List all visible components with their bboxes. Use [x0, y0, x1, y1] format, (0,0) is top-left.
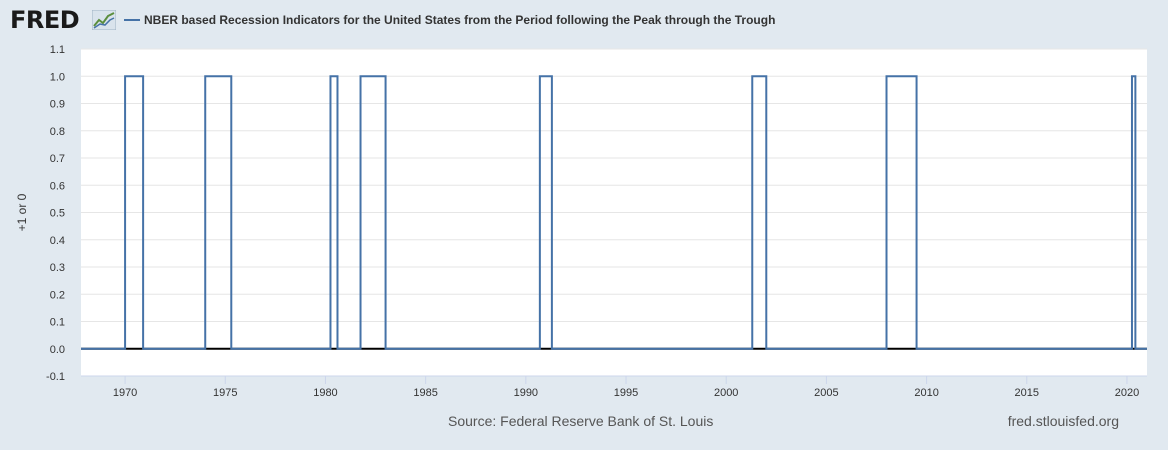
x-tick-label: 2020	[1115, 387, 1139, 399]
y-tick-label: 0.3	[50, 262, 65, 274]
x-tick-label: 2010	[914, 387, 938, 399]
legend-label: NBER based Recession Indicators for the …	[144, 13, 776, 27]
x-tick-label: 1985	[413, 387, 437, 399]
y-tick-label: 0.7	[50, 153, 65, 165]
x-tick-labels: 1970 1975 1980 1985 1990 1995 2000 2005 2010 2015…	[113, 387, 1139, 399]
y-tick-label: 0.0	[50, 344, 65, 356]
y-tick-label: 0.6	[50, 180, 65, 192]
x-tick-label: 2015	[1015, 387, 1039, 399]
x-tick-label: 1975	[213, 387, 237, 399]
y-tick-label: 0.8	[50, 126, 65, 138]
line-graph-icon	[92, 10, 116, 30]
x-tick-marks	[81, 375, 1147, 384]
site-link[interactable]: fred.stlouisfed.org	[1007, 413, 1119, 429]
chart-legend[interactable]: NBER based Recession Indicators for the …	[124, 11, 775, 29]
x-tick-label: 2005	[814, 387, 838, 399]
y-tick-label: 1.1	[50, 44, 65, 56]
chart-header: FRED NBER based Recession Indicators for…	[0, 0, 1168, 40]
y-tick-label: 0.2	[50, 289, 65, 301]
x-tick-label: 1980	[313, 387, 337, 399]
y-tick-label: 0.9	[50, 99, 65, 111]
y-tick-label: 0.1	[50, 317, 65, 329]
y-axis-label: +1 or 0	[15, 193, 29, 231]
fred-logo[interactable]: FRED	[10, 6, 80, 34]
x-tick-label: 1995	[614, 387, 638, 399]
legend-swatch	[124, 19, 140, 21]
y-tick-label: 0.4	[50, 235, 65, 247]
x-tick-label: 2000	[714, 387, 738, 399]
x-tick-label: 1990	[514, 387, 538, 399]
y-tick-label: 0.5	[50, 208, 65, 220]
y-tick-label: -0.1	[46, 371, 65, 383]
series-line[interactable]	[81, 75, 1147, 350]
x-tick-label: 1970	[113, 387, 137, 399]
y-tick-labels: -0.1 0.0 0.1 0.2 0.3 0.4 0.5 0.6 0.7 0.8 0.9 1.0 1.1	[46, 44, 65, 383]
y-tick-label: 1.0	[50, 71, 65, 83]
source-note: Source: Federal Reserve Bank of St. Loui…	[448, 413, 714, 429]
